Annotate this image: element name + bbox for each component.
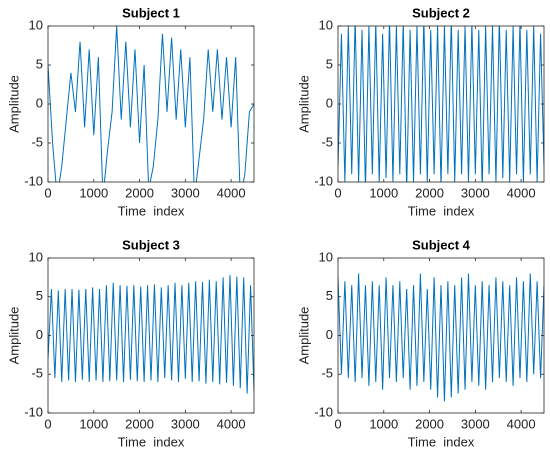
x-tick-label: 2000 [415,185,444,200]
x-tick-label: 2000 [125,185,154,200]
plot-area [48,26,254,182]
y-axis-label: Amplitude [6,307,21,365]
y-tick-label: -10 [314,173,333,188]
y-tick-label: 0 [36,327,43,342]
y-tick-label: 5 [326,288,333,303]
x-tick-label: 0 [44,416,51,431]
x-tick-label: 3000 [171,416,200,431]
x-axis-label: Time index [118,434,185,449]
data-line [48,26,254,182]
y-tick-label: 10 [319,17,333,32]
x-tick-label: 3000 [461,185,490,200]
subplot: 0 1000 2000 3000 4000 -10 -5 0 5 10 Subject 1 Time … [6,5,255,218]
x-tick-label: 0 [334,185,341,200]
x-tick-label: 4000 [217,416,246,431]
chart-title: Subject 3 [122,237,180,252]
plot-area [338,258,544,413]
data-line [338,273,544,402]
x-axis-label: Time index [408,203,475,218]
chart-title: Subject 1 [122,5,180,20]
y-tick-label: 10 [29,249,43,264]
y-tick-label: -5 [321,366,333,381]
plot-area [48,258,254,413]
data-line [48,275,254,394]
x-tick-label: 4000 [217,185,246,200]
chart-title: Subject 4 [412,237,471,252]
data-line [338,26,544,182]
x-tick-label: 2000 [125,416,154,431]
y-tick-label: -10 [24,404,43,419]
y-tick-label: 5 [36,288,43,303]
y-tick-label: 5 [36,56,43,71]
x-tick-label: 3000 [171,185,200,200]
x-tick-label: 0 [44,185,51,200]
x-tick-label: 4000 [507,416,536,431]
subplot: 0 1000 2000 3000 4000 -10 -5 0 5 10 Subject 4 Time … [296,237,545,449]
subplot: 0 1000 2000 3000 4000 -10 -5 0 5 10 Subject 2 Time … [296,5,545,218]
x-axis-label: Time index [408,434,475,449]
y-tick-label: 0 [36,95,43,110]
y-tick-label: 10 [29,17,43,32]
y-tick-label: -5 [321,134,333,149]
x-tick-label: 4000 [507,185,536,200]
chart-title: Subject 2 [412,5,470,20]
x-tick-label: 2000 [415,416,444,431]
subplot: 0 1000 2000 3000 4000 -10 -5 0 5 10 Subject 3 Time … [6,237,255,449]
y-axis-label: Amplitude [296,75,311,133]
y-axis-label: Amplitude [296,307,311,365]
y-axis-label: Amplitude [6,75,21,133]
y-tick-label: 5 [326,56,333,71]
x-tick-label: 1000 [79,185,108,200]
x-tick-label: 3000 [461,416,490,431]
y-tick-label: -10 [24,173,43,188]
x-tick-label: 1000 [79,416,108,431]
y-tick-label: -10 [314,404,333,419]
y-tick-label: 10 [319,249,333,264]
x-tick-label: 1000 [369,185,398,200]
x-axis-label: Time index [118,203,185,218]
y-tick-label: 0 [326,95,333,110]
x-tick-label: 0 [334,416,341,431]
y-tick-label: -5 [31,366,43,381]
x-tick-label: 1000 [369,416,398,431]
y-tick-label: 0 [326,327,333,342]
y-tick-label: -5 [31,134,43,149]
